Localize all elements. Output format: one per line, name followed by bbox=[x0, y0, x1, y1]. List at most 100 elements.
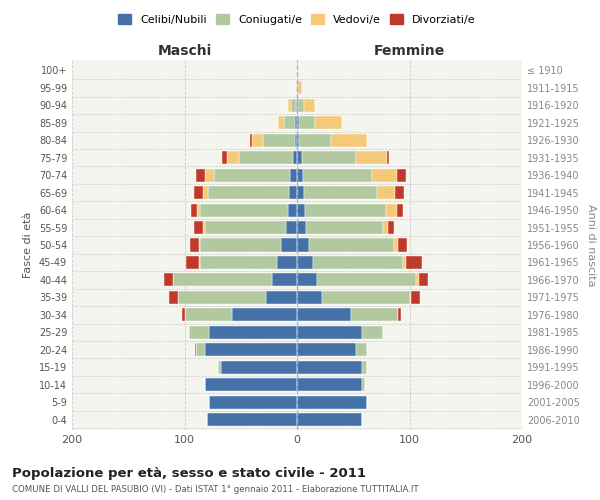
Bar bbox=[297, 82, 298, 94]
Bar bbox=[297, 413, 362, 426]
Bar bbox=[362, 378, 365, 391]
Bar bbox=[265, 291, 297, 304]
Bar bbox=[185, 308, 232, 322]
Bar bbox=[193, 221, 203, 234]
Bar bbox=[297, 64, 298, 77]
Bar bbox=[203, 221, 205, 234]
Y-axis label: Anni di nascita: Anni di nascita bbox=[586, 204, 596, 286]
Bar bbox=[296, 82, 297, 94]
Bar bbox=[299, 134, 331, 147]
Bar bbox=[298, 82, 302, 94]
Bar bbox=[200, 256, 277, 269]
Bar bbox=[297, 204, 305, 216]
Bar bbox=[409, 291, 410, 304]
Bar bbox=[286, 221, 297, 234]
Bar bbox=[377, 186, 395, 199]
Bar bbox=[227, 151, 239, 164]
Bar bbox=[297, 396, 367, 408]
Bar bbox=[299, 116, 315, 130]
Bar bbox=[297, 274, 317, 286]
Bar bbox=[278, 116, 284, 130]
Bar bbox=[178, 291, 265, 304]
Bar bbox=[315, 116, 342, 130]
Bar bbox=[355, 151, 387, 164]
Bar bbox=[199, 238, 200, 252]
Bar bbox=[197, 204, 200, 216]
Bar bbox=[221, 360, 297, 374]
Bar bbox=[297, 151, 302, 164]
Bar bbox=[290, 168, 297, 181]
Bar bbox=[209, 326, 297, 339]
Bar bbox=[322, 291, 409, 304]
Bar bbox=[302, 168, 373, 181]
Bar bbox=[306, 221, 383, 234]
Bar bbox=[297, 186, 304, 199]
Bar bbox=[205, 221, 286, 234]
Bar bbox=[182, 308, 185, 322]
Bar bbox=[351, 308, 398, 322]
Bar bbox=[394, 238, 398, 252]
Bar bbox=[298, 99, 304, 112]
Bar bbox=[293, 151, 297, 164]
Bar bbox=[373, 168, 397, 181]
Bar bbox=[295, 134, 297, 147]
Bar bbox=[209, 396, 297, 408]
Bar bbox=[185, 256, 199, 269]
Bar bbox=[196, 343, 205, 356]
Bar bbox=[205, 168, 214, 181]
Y-axis label: Fasce di età: Fasce di età bbox=[23, 212, 33, 278]
Bar bbox=[295, 116, 297, 130]
Bar bbox=[250, 134, 252, 147]
Bar bbox=[297, 343, 355, 356]
Bar bbox=[232, 308, 297, 322]
Bar bbox=[297, 308, 351, 322]
Bar bbox=[190, 238, 199, 252]
Bar bbox=[297, 256, 313, 269]
Bar bbox=[208, 186, 289, 199]
Bar bbox=[419, 274, 427, 286]
Bar bbox=[199, 256, 200, 269]
Bar bbox=[173, 274, 272, 286]
Bar bbox=[395, 186, 404, 199]
Bar bbox=[252, 134, 263, 147]
Bar bbox=[284, 116, 295, 130]
Bar bbox=[189, 326, 209, 339]
Bar bbox=[288, 204, 297, 216]
Bar bbox=[406, 256, 422, 269]
Bar bbox=[416, 274, 419, 286]
Bar bbox=[304, 99, 315, 112]
Bar bbox=[239, 151, 293, 164]
Bar bbox=[317, 274, 416, 286]
Bar bbox=[200, 204, 288, 216]
Bar bbox=[169, 291, 178, 304]
Bar bbox=[297, 168, 302, 181]
Bar bbox=[386, 204, 397, 216]
Bar bbox=[388, 221, 394, 234]
Bar bbox=[310, 238, 394, 252]
Bar bbox=[362, 326, 383, 339]
Bar bbox=[292, 99, 296, 112]
Bar bbox=[297, 291, 322, 304]
Bar bbox=[398, 238, 407, 252]
Bar bbox=[263, 134, 295, 147]
Bar bbox=[193, 186, 203, 199]
Bar bbox=[297, 378, 362, 391]
Bar bbox=[289, 186, 297, 199]
Bar bbox=[297, 221, 306, 234]
Bar bbox=[196, 168, 205, 181]
Bar bbox=[397, 204, 403, 216]
Bar bbox=[297, 238, 310, 252]
Bar bbox=[302, 151, 355, 164]
Bar bbox=[272, 274, 297, 286]
Bar bbox=[387, 151, 389, 164]
Bar bbox=[398, 308, 401, 322]
Bar bbox=[203, 186, 208, 199]
Bar bbox=[191, 204, 197, 216]
Text: Femmine: Femmine bbox=[374, 44, 445, 59]
Bar bbox=[297, 134, 299, 147]
Bar bbox=[362, 360, 367, 374]
Bar bbox=[164, 274, 173, 286]
Bar bbox=[297, 360, 362, 374]
Bar bbox=[397, 168, 406, 181]
Bar bbox=[218, 360, 221, 374]
